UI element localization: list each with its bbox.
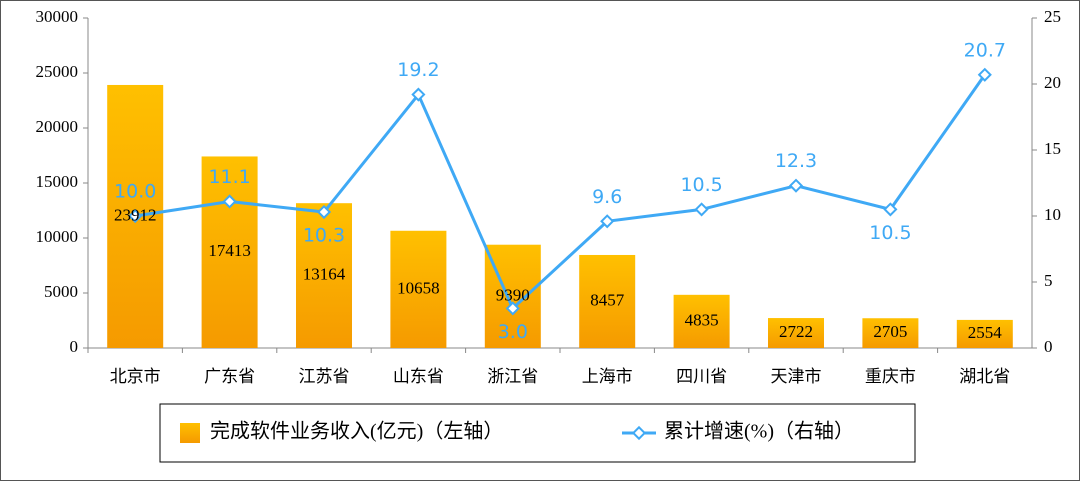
bar-value-label: 4835 xyxy=(685,310,719,329)
line-marker xyxy=(222,194,237,209)
line-value-label: 10.0 xyxy=(114,181,156,203)
line-marker xyxy=(977,67,992,82)
line-marker xyxy=(128,208,143,224)
y2-tick-label: 10 xyxy=(1044,205,1061,224)
x-tick-label: 天津市 xyxy=(771,367,822,386)
y-tick-label: 20000 xyxy=(36,117,79,136)
line-value-label: 10.5 xyxy=(680,174,722,196)
line-value-label: 11.1 xyxy=(208,166,250,188)
legend-marker xyxy=(631,425,647,441)
x-tick-label: 上海市 xyxy=(582,367,633,386)
y2-tick-label: 15 xyxy=(1044,139,1061,158)
x-tick-label: 浙江省 xyxy=(487,367,538,386)
x-tick-label: 湖北省 xyxy=(959,367,1010,386)
line-marker xyxy=(883,202,898,217)
x-tick-label: 重庆市 xyxy=(865,367,916,386)
line-marker xyxy=(788,178,804,193)
bar xyxy=(956,319,1013,348)
y2-tick-label: 0 xyxy=(1044,337,1053,356)
line-value-label: 3.0 xyxy=(498,321,528,343)
legend-box xyxy=(159,403,916,463)
bar-value-label: 8457 xyxy=(590,290,625,309)
bar xyxy=(862,318,919,348)
y2-tick-label: 25 xyxy=(1044,7,1061,26)
y-tick-label: 25000 xyxy=(36,62,79,81)
legend-swatch xyxy=(180,423,200,443)
bar-value-label: 9390 xyxy=(496,285,530,304)
bar xyxy=(390,230,447,348)
bar-value-label: 23912 xyxy=(114,205,157,224)
bar xyxy=(296,203,352,348)
line-value-label: 20.7 xyxy=(964,39,1006,61)
bar-value-label: 10658 xyxy=(397,278,440,297)
y2-tick-label: 5 xyxy=(1044,271,1053,290)
bar xyxy=(579,254,636,348)
y-tick-label: 5000 xyxy=(44,282,78,301)
bar-value-label: 2554 xyxy=(968,323,1003,342)
y-tick-label: 30000 xyxy=(36,7,79,26)
line-value-label: 12.3 xyxy=(775,150,817,172)
bar xyxy=(768,318,824,348)
bar-value-label: 17413 xyxy=(208,241,251,260)
legend-label: 完成软件业务收入(亿元)（左轴） xyxy=(210,420,503,443)
line-marker xyxy=(694,202,709,217)
x-tick-label: 广东省 xyxy=(204,367,255,386)
bar xyxy=(673,294,730,348)
bar-value-label: 2705 xyxy=(873,322,907,341)
x-tick-label: 山东省 xyxy=(393,367,444,386)
bar xyxy=(484,244,541,348)
y-tick-label: 10000 xyxy=(36,227,79,246)
line-marker xyxy=(411,87,426,102)
line-marker xyxy=(600,214,615,229)
y-tick-label: 0 xyxy=(70,337,79,356)
bar-value-label: 2722 xyxy=(779,322,813,341)
y-tick-label: 15000 xyxy=(36,172,79,191)
line-marker xyxy=(316,204,332,220)
x-tick-label: 四川省 xyxy=(676,367,727,386)
x-tick-label: 北京市 xyxy=(110,367,161,386)
line xyxy=(134,73,987,311)
line-marker xyxy=(505,301,520,316)
line-value-label: 10.5 xyxy=(869,222,911,244)
legend-label: 累计增速(%)（右轴） xyxy=(664,420,854,443)
line-value-label: 19.2 xyxy=(397,59,439,81)
x-tick-label: 江苏省 xyxy=(299,367,350,386)
line-value-label: 9.6 xyxy=(592,186,622,208)
bar-value-label: 13164 xyxy=(303,265,346,284)
bar xyxy=(201,156,258,348)
y2-tick-label: 20 xyxy=(1044,73,1061,92)
line-value-label: 10.3 xyxy=(303,225,345,247)
